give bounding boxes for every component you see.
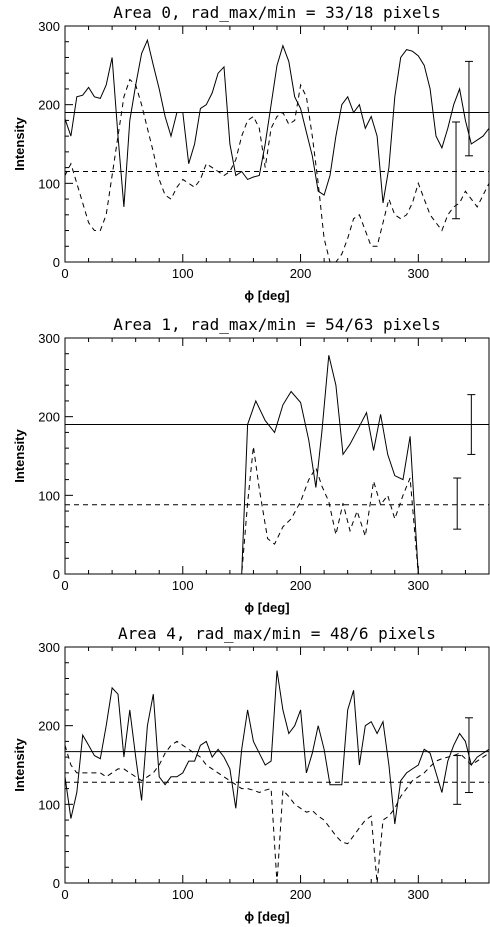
y-axis-label: Intensity [12, 738, 27, 792]
y-tick-label: 0 [53, 255, 60, 270]
y-tick-label: 200 [38, 410, 60, 425]
x-tick-label: 100 [172, 266, 194, 281]
y-tick-label: 100 [38, 176, 60, 191]
plot-frame [64, 646, 490, 884]
x-axis-label: ϕ [deg] [244, 600, 289, 615]
x-tick-label: 200 [290, 266, 312, 281]
y-axis-label: Intensity [12, 429, 27, 483]
y-tick-label: 300 [38, 640, 60, 655]
plot-frame [64, 337, 490, 575]
y-tick-label: 100 [38, 797, 60, 812]
series-line-dashed [65, 740, 489, 883]
x-tick-label: 300 [407, 578, 429, 593]
x-tick-label: 300 [407, 266, 429, 281]
series-line-dashed [65, 78, 489, 262]
series-line-dashed [65, 446, 489, 574]
y-tick-label: 0 [53, 567, 60, 582]
y-axis-label: Intensity [12, 117, 27, 171]
x-axis-label: ϕ [deg] [244, 909, 289, 924]
chart-title: Area 4, rad_max/min = 48/6 pixels [118, 624, 436, 643]
y-tick-label: 300 [38, 331, 60, 346]
x-tick-label: 0 [61, 887, 68, 902]
x-tick-label: 0 [61, 266, 68, 281]
panel-area-1: Area 1, rad_max/min = 54/63 pixels 0 100 20… [12, 315, 490, 615]
x-axis-label: ϕ [deg] [244, 288, 289, 303]
series-line-solid [65, 38, 489, 207]
x-tick-label: 200 [290, 887, 312, 902]
y-tick-label: 200 [38, 719, 60, 734]
chart-title: Area 1, rad_max/min = 54/63 pixels [113, 315, 441, 334]
panel-area-0: Area 0, rad_max/min = 33/18 pixels 0 100 20… [12, 3, 490, 303]
panel-area-4: Area 4, rad_max/min = 48/6 pixels 0 100 200… [12, 624, 490, 924]
chart-title: Area 0, rad_max/min = 33/18 pixels [113, 3, 441, 22]
y-tick-label: 300 [38, 19, 60, 34]
x-tick-label: 300 [407, 887, 429, 902]
y-tick-label: 200 [38, 98, 60, 113]
x-tick-label: 100 [172, 887, 194, 902]
x-tick-label: 100 [172, 578, 194, 593]
y-tick-label: 100 [38, 488, 60, 503]
series-line-solid [65, 355, 489, 574]
x-tick-label: 200 [290, 578, 312, 593]
y-tick-label: 0 [53, 876, 60, 891]
series-line-solid [65, 670, 489, 825]
x-tick-label: 0 [61, 578, 68, 593]
